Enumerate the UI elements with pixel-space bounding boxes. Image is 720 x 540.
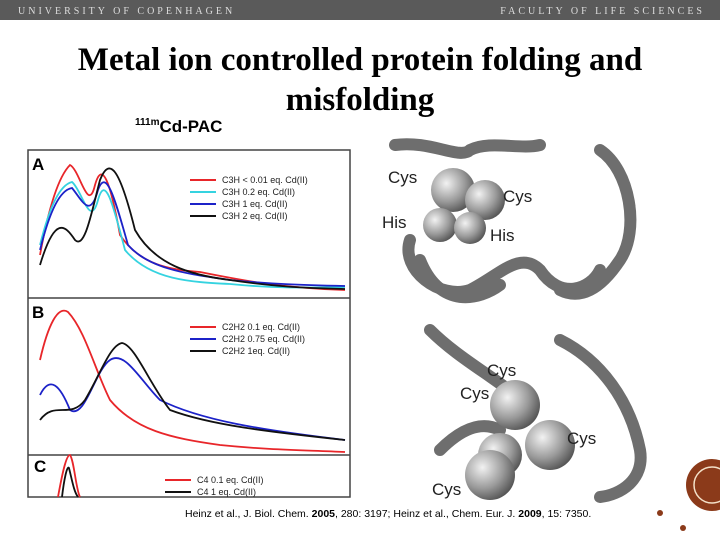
protein-label: His <box>490 226 515 245</box>
legends: C3H < 0.01 eq. Cd(II) C3H 0.2 eq. Cd(II) C… <box>165 175 308 497</box>
title-line: misfolding <box>286 82 435 118</box>
legend-text: C4 0.1 eq. Cd(II) <box>197 475 264 485</box>
panel-label: C <box>34 457 46 476</box>
curve <box>61 466 79 498</box>
sphere <box>431 168 475 212</box>
subtitle: 111mCd-PAC <box>135 117 222 136</box>
curve <box>39 342 346 441</box>
curve <box>39 181 346 289</box>
citation-part: , 15: 7350. <box>542 508 592 520</box>
legend-text: C3H < 0.01 eq. Cd(II) <box>222 175 308 185</box>
logo <box>686 459 720 511</box>
protein-label: Cys <box>567 429 596 448</box>
protein-label: Cys <box>432 480 461 499</box>
sphere <box>525 420 575 470</box>
legend-text: C2H2 1eq. Cd(II) <box>222 346 290 356</box>
dot <box>657 510 663 516</box>
sphere <box>490 380 540 430</box>
legend-text: C2H2 0.75 eq. Cd(II) <box>222 334 305 344</box>
protein-label: Cys <box>487 361 516 380</box>
sphere <box>465 180 505 220</box>
citation-part: Heinz et al., J. Biol. Chem. <box>185 508 312 520</box>
curve <box>39 357 346 441</box>
legend-text: C4 1 eq. Cd(II) <box>197 487 256 497</box>
legend-text: C2H2 0.1 eq. Cd(II) <box>222 322 300 332</box>
superscript: 111m <box>135 117 160 128</box>
citation-part: , 280: 3197; Heinz et al., Chem. Eur. J. <box>335 508 518 520</box>
sphere <box>454 212 486 244</box>
panel-label: B <box>32 303 44 322</box>
header-left: UNIVERSITY OF COPENHAGEN <box>18 6 235 17</box>
legend-text: C3H 1 eq. Cd(II) <box>222 199 288 209</box>
sphere <box>423 208 457 242</box>
curve <box>39 167 346 290</box>
sphere <box>465 450 515 500</box>
protein-label: Cys <box>460 384 489 403</box>
citation-year: 2009 <box>518 508 542 520</box>
protein-structure: Cys Cys His His Cys Cys Cys Cys <box>382 138 647 503</box>
spectra-figure: A B C C3H < 0.01 eq. Cd(II) C3H 0.2 eq. C… <box>27 149 351 498</box>
citation: Heinz et al., J. Biol. Chem. 2005, 280: … <box>185 508 591 520</box>
protein-label: Cys <box>503 187 532 206</box>
protein-label: Cys <box>388 168 417 187</box>
legend-text: C3H 2 eq. Cd(II) <box>222 211 288 221</box>
citation-year: 2005 <box>312 508 336 520</box>
header-right: FACULTY OF LIFE SCIENCES <box>500 6 705 17</box>
legend-text: C3H 0.2 eq. Cd(II) <box>222 187 295 197</box>
protein-labels: Cys Cys His His Cys Cys Cys Cys <box>382 168 596 499</box>
subtitle-text: Cd-PAC <box>159 117 222 136</box>
protein-label: His <box>382 213 407 232</box>
header-bar <box>0 0 720 20</box>
curve <box>57 454 81 498</box>
dot <box>680 525 686 531</box>
panel-label: A <box>32 155 44 174</box>
title-line: Metal ion controlled protein folding and <box>78 42 642 78</box>
curve <box>39 309 346 453</box>
logo-ring <box>693 466 720 504</box>
